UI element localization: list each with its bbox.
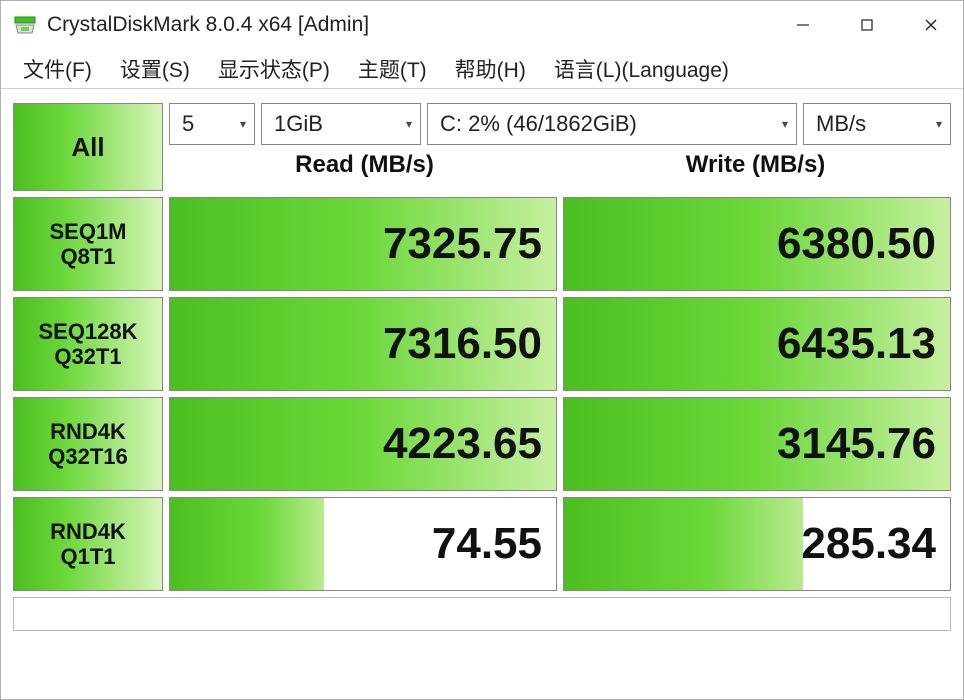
read-value-cell: 74.55 [169, 497, 557, 591]
unit-value: MB/s [816, 111, 866, 137]
value-bar [170, 498, 324, 590]
controls-row: 5 ▾ 1GiB ▾ C: 2% (46/1862GiB) ▾ MB/s ▾ [169, 103, 951, 145]
test-name-line2: Q1T1 [60, 544, 115, 569]
size-value: 1GiB [274, 111, 323, 137]
minimize-button[interactable] [771, 1, 835, 49]
read-value: 7316.50 [383, 319, 542, 369]
menu-help[interactable]: 帮助(H) [441, 48, 540, 90]
content: All 5 ▾ 1GiB ▾ C: 2% (46/1862GiB) ▾ [1, 89, 963, 699]
window: CrystalDiskMark 8.0.4 x64 [Admin] 文件(F) … [0, 0, 964, 700]
write-value-cell: 3145.76 [563, 397, 951, 491]
statusbar [13, 597, 951, 631]
titlebar: CrystalDiskMark 8.0.4 x64 [Admin] [1, 1, 963, 49]
menu-display[interactable]: 显示状态(P) [204, 48, 344, 90]
menubar: 文件(F) 设置(S) 显示状态(P) 主题(T) 帮助(H) 语言(L)(La… [1, 49, 963, 89]
window-controls [771, 1, 963, 49]
write-value-cell: 6380.50 [563, 197, 951, 291]
menu-settings[interactable]: 设置(S) [106, 48, 204, 90]
all-button[interactable]: All [13, 103, 163, 191]
menu-theme[interactable]: 主题(T) [344, 48, 441, 90]
write-value: 6435.13 [777, 319, 936, 369]
test-button[interactable]: SEQ128KQ32T1 [13, 297, 163, 391]
menu-file[interactable]: 文件(F) [9, 48, 106, 90]
drive-value: C: 2% (46/1862GiB) [440, 111, 637, 137]
read-value-cell: 7316.50 [169, 297, 557, 391]
test-button[interactable]: SEQ1MQ8T1 [13, 197, 163, 291]
test-button[interactable]: RND4KQ32T16 [13, 397, 163, 491]
write-header: Write (MB/s) [560, 145, 951, 185]
write-value: 6380.50 [777, 219, 936, 269]
results: SEQ1MQ8T1 7325.75 6380.50 SEQ128KQ32T1 7316.… [13, 197, 951, 591]
top-area: All 5 ▾ 1GiB ▾ C: 2% (46/1862GiB) ▾ [13, 103, 951, 191]
menu-language[interactable]: 语言(L)(Language) [540, 48, 743, 90]
runs-value: 5 [182, 111, 194, 137]
result-row: RND4KQ32T16 4223.65 3145.76 [13, 397, 951, 491]
app-icon [13, 13, 37, 37]
read-header: Read (MB/s) [169, 145, 560, 185]
chevron-down-icon: ▾ [926, 117, 942, 131]
read-value: 4223.65 [383, 419, 542, 469]
runs-select[interactable]: 5 ▾ [169, 103, 255, 145]
test-name-line1: RND4K [50, 419, 126, 444]
result-row: SEQ1MQ8T1 7325.75 6380.50 [13, 197, 951, 291]
test-button[interactable]: RND4KQ1T1 [13, 497, 163, 591]
write-value-cell: 285.34 [563, 497, 951, 591]
chevron-down-icon: ▾ [230, 117, 246, 131]
read-value-cell: 4223.65 [169, 397, 557, 491]
size-select[interactable]: 1GiB ▾ [261, 103, 421, 145]
test-name-line2: Q32T1 [54, 344, 121, 369]
read-value-cell: 7325.75 [169, 197, 557, 291]
window-title: CrystalDiskMark 8.0.4 x64 [Admin] [47, 13, 771, 37]
drive-select[interactable]: C: 2% (46/1862GiB) ▾ [427, 103, 797, 145]
result-row: RND4KQ1T1 74.55 285.34 [13, 497, 951, 591]
test-name-line1: RND4K [50, 519, 126, 544]
test-name-line1: SEQ1M [49, 219, 126, 244]
header-labels: Read (MB/s) Write (MB/s) [169, 145, 951, 185]
test-name-line2: Q32T16 [48, 444, 128, 469]
test-name-line1: SEQ128K [38, 319, 137, 344]
write-value: 285.34 [801, 519, 936, 569]
value-bar [564, 498, 803, 590]
close-button[interactable] [899, 1, 963, 49]
all-button-label: All [71, 132, 104, 163]
write-value: 3145.76 [777, 419, 936, 469]
result-row: SEQ128KQ32T1 7316.50 6435.13 [13, 297, 951, 391]
unit-select[interactable]: MB/s ▾ [803, 103, 951, 145]
test-name-line2: Q8T1 [60, 244, 115, 269]
write-value-cell: 6435.13 [563, 297, 951, 391]
maximize-button[interactable] [835, 1, 899, 49]
read-value: 7325.75 [383, 219, 542, 269]
read-value: 74.55 [432, 519, 542, 569]
chevron-down-icon: ▾ [772, 117, 788, 131]
chevron-down-icon: ▾ [396, 117, 412, 131]
